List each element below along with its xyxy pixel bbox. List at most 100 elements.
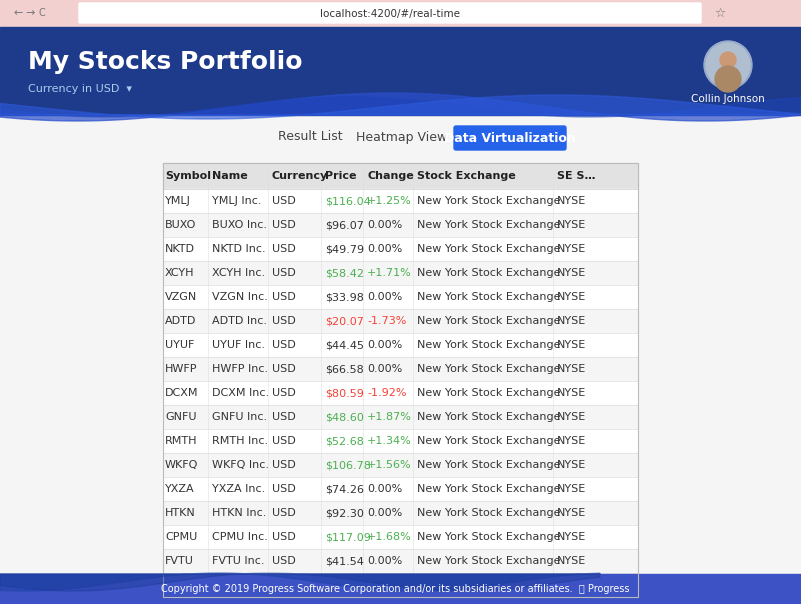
- Text: YMLJ: YMLJ: [165, 196, 191, 206]
- Polygon shape: [0, 573, 600, 591]
- Bar: [163, 357, 638, 381]
- Text: New York Stock Exchange: New York Stock Exchange: [417, 196, 561, 206]
- Text: $106.78: $106.78: [325, 460, 371, 470]
- Text: $116.04: $116.04: [325, 196, 371, 206]
- Text: Stock Exchange: Stock Exchange: [417, 171, 516, 181]
- Polygon shape: [0, 97, 801, 117]
- Text: Name: Name: [212, 171, 248, 181]
- Bar: [0, 0, 801, 27]
- Text: ←: ←: [14, 8, 22, 19]
- Text: YXZA: YXZA: [165, 484, 195, 494]
- Text: FVTU: FVTU: [165, 556, 194, 566]
- Circle shape: [706, 43, 750, 87]
- Bar: [163, 163, 638, 189]
- Text: FVTU Inc.: FVTU Inc.: [212, 556, 264, 566]
- Bar: [163, 477, 638, 501]
- Text: $58.42: $58.42: [325, 268, 364, 278]
- Text: $48.60: $48.60: [325, 412, 364, 422]
- Bar: [163, 381, 638, 405]
- Text: WKFQ: WKFQ: [165, 460, 199, 470]
- Text: $49.79: $49.79: [325, 244, 364, 254]
- Circle shape: [715, 66, 741, 92]
- Bar: [163, 285, 638, 309]
- Text: $33.98: $33.98: [325, 292, 364, 302]
- Text: ADTD Inc.: ADTD Inc.: [212, 316, 267, 326]
- Text: 0.00%: 0.00%: [367, 556, 402, 566]
- Text: New York Stock Exchange: New York Stock Exchange: [417, 436, 561, 446]
- Text: -1.92%: -1.92%: [367, 388, 406, 398]
- Text: New York Stock Exchange: New York Stock Exchange: [417, 292, 561, 302]
- Text: 0.00%: 0.00%: [367, 244, 402, 254]
- Text: 0.00%: 0.00%: [367, 484, 402, 494]
- Text: VZGN: VZGN: [165, 292, 197, 302]
- Text: +1.34%: +1.34%: [367, 436, 412, 446]
- Text: USD: USD: [272, 460, 296, 470]
- Text: +1.68%: +1.68%: [367, 532, 412, 542]
- Text: $52.68: $52.68: [325, 436, 364, 446]
- Text: NYSE: NYSE: [557, 316, 586, 326]
- Text: XCYH Inc.: XCYH Inc.: [212, 268, 265, 278]
- Text: USD: USD: [272, 340, 296, 350]
- Text: USD: USD: [272, 484, 296, 494]
- Text: USD: USD: [272, 292, 296, 302]
- Text: HWFP Inc.: HWFP Inc.: [212, 364, 268, 374]
- Text: USD: USD: [272, 532, 296, 542]
- Text: +1.87%: +1.87%: [367, 412, 412, 422]
- Text: YMLJ Inc.: YMLJ Inc.: [212, 196, 261, 206]
- Text: NYSE: NYSE: [557, 244, 586, 254]
- Text: New York Stock Exchange: New York Stock Exchange: [417, 556, 561, 566]
- Bar: [163, 309, 638, 333]
- Text: NYSE: NYSE: [557, 460, 586, 470]
- Bar: [163, 237, 638, 261]
- Circle shape: [720, 52, 736, 68]
- Text: NYSE: NYSE: [557, 412, 586, 422]
- Text: New York Stock Exchange: New York Stock Exchange: [417, 220, 561, 230]
- Text: XCYH: XCYH: [165, 268, 195, 278]
- Text: Collin Johnson: Collin Johnson: [691, 94, 765, 104]
- Text: VZGN Inc.: VZGN Inc.: [212, 292, 268, 302]
- Text: $100.20: $100.20: [325, 580, 371, 590]
- Text: New York Stock Exchange: New York Stock Exchange: [417, 316, 561, 326]
- Polygon shape: [0, 95, 801, 119]
- Text: USD: USD: [272, 364, 296, 374]
- Text: $44.45: $44.45: [325, 340, 364, 350]
- Text: CPMU: CPMU: [165, 532, 197, 542]
- Text: New York Stock Exchange: New York Stock Exchange: [417, 508, 561, 518]
- Bar: [163, 189, 638, 213]
- Text: New York Stock Exchange: New York Stock Exchange: [417, 412, 561, 422]
- Text: Currency in USD  ▾: Currency in USD ▾: [28, 84, 132, 94]
- Text: NYSE: NYSE: [557, 436, 586, 446]
- Text: NYSE: NYSE: [557, 508, 586, 518]
- Text: NYSE: NYSE: [557, 580, 586, 590]
- Text: Symbol: Symbol: [165, 171, 211, 181]
- Polygon shape: [0, 573, 600, 591]
- Text: GNFU Inc.: GNFU Inc.: [212, 412, 267, 422]
- Text: USD: USD: [272, 316, 296, 326]
- Text: localhost:4200/#/real-time: localhost:4200/#/real-time: [320, 8, 460, 19]
- Text: USD: USD: [272, 508, 296, 518]
- Text: HTKN: HTKN: [165, 508, 195, 518]
- Text: New York Stock Exchange: New York Stock Exchange: [417, 244, 561, 254]
- Bar: [163, 405, 638, 429]
- Bar: [163, 429, 638, 453]
- Bar: [163, 453, 638, 477]
- Text: USD: USD: [272, 580, 296, 590]
- Text: GNFU: GNFU: [165, 412, 196, 422]
- Text: New York Stock Exchange: New York Stock Exchange: [417, 580, 561, 590]
- Text: New York Stock Exchange: New York Stock Exchange: [417, 460, 561, 470]
- Text: 0.00%: 0.00%: [367, 508, 402, 518]
- Bar: [163, 163, 638, 189]
- Text: 0.00%: 0.00%: [367, 364, 402, 374]
- Text: USD: USD: [272, 268, 296, 278]
- Text: USD: USD: [272, 220, 296, 230]
- Text: RMTH: RMTH: [165, 436, 198, 446]
- Bar: [163, 525, 638, 549]
- Text: $66.58: $66.58: [325, 364, 364, 374]
- Text: NYSE: NYSE: [557, 364, 586, 374]
- Text: C: C: [38, 8, 46, 19]
- Text: HWFP: HWFP: [165, 364, 198, 374]
- Text: BUXO: BUXO: [165, 220, 196, 230]
- Bar: [163, 261, 638, 285]
- Text: Heatmap View: Heatmap View: [356, 130, 448, 144]
- Text: NYSE: NYSE: [557, 484, 586, 494]
